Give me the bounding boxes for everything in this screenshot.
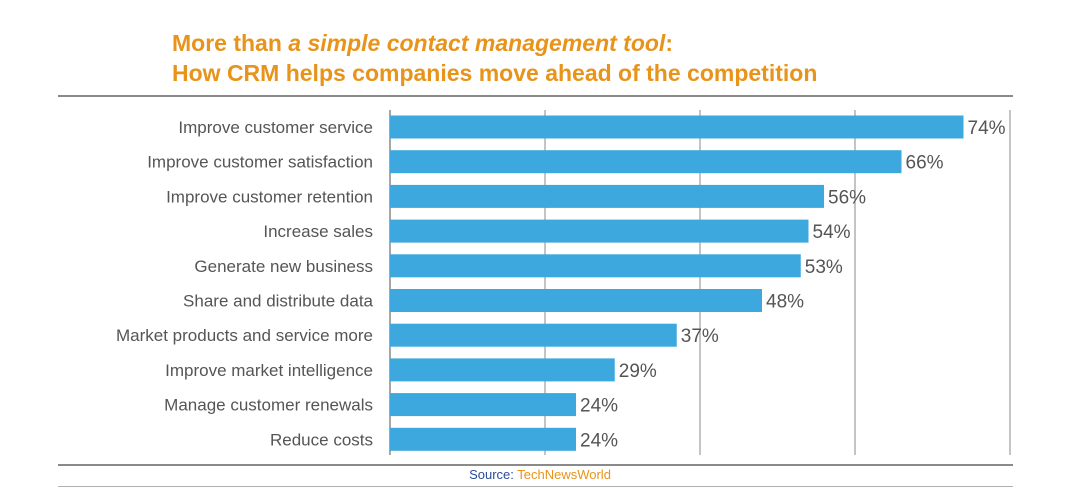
- bar: [390, 254, 801, 278]
- category-label: Reduce costs: [270, 430, 373, 449]
- value-label: 37%: [681, 326, 719, 347]
- value-label: 54%: [813, 222, 851, 243]
- category-label: Increase sales: [263, 222, 373, 241]
- value-label: 48%: [766, 292, 804, 313]
- title-line-1-italic: a simple contact management tool: [288, 30, 666, 56]
- bar: [390, 358, 615, 382]
- bar: [390, 115, 964, 139]
- value-label: 66%: [906, 153, 944, 174]
- value-label: 53%: [805, 257, 843, 278]
- bar-chart: Improve customer service 74% Improve custo…: [116, 110, 1011, 455]
- source-note: Source: TechNewsWorld: [0, 467, 1080, 482]
- source-name: TechNewsWorld: [517, 467, 611, 482]
- bar: [390, 427, 576, 451]
- top-divider: [58, 95, 1013, 97]
- category-label: Improve customer service: [178, 118, 373, 137]
- bar: [390, 323, 677, 347]
- value-label: 24%: [580, 396, 618, 417]
- category-label: Improve customer retention: [166, 187, 373, 206]
- footer-divider: [58, 486, 1013, 487]
- category-label: Market products and service more: [116, 326, 373, 345]
- source-label: Source:: [469, 467, 518, 482]
- category-label: Generate new business: [194, 257, 373, 276]
- bar: [390, 289, 762, 312]
- value-label: 29%: [619, 361, 657, 382]
- bar: [390, 393, 576, 417]
- title-line-1: More than a simple contact management to…: [172, 28, 817, 58]
- bottom-divider: [58, 464, 1013, 466]
- category-label: Improve market intelligence: [165, 361, 373, 380]
- title-line-1-suffix: :: [665, 30, 673, 56]
- value-label: 56%: [828, 187, 866, 208]
- title-line-1-prefix: More than: [172, 30, 289, 56]
- category-label: Improve customer satisfaction: [147, 153, 373, 172]
- category-label: Manage customer renewals: [164, 396, 373, 415]
- chart-title: More than a simple contact management to…: [172, 28, 817, 88]
- bar: [390, 150, 902, 174]
- bar: [390, 184, 824, 208]
- value-label: 24%: [580, 430, 618, 451]
- value-label: 74%: [968, 118, 1006, 139]
- category-label: Share and distribute data: [183, 292, 374, 311]
- bar: [390, 219, 809, 243]
- title-line-2: How CRM helps companies move ahead of th…: [172, 60, 818, 86]
